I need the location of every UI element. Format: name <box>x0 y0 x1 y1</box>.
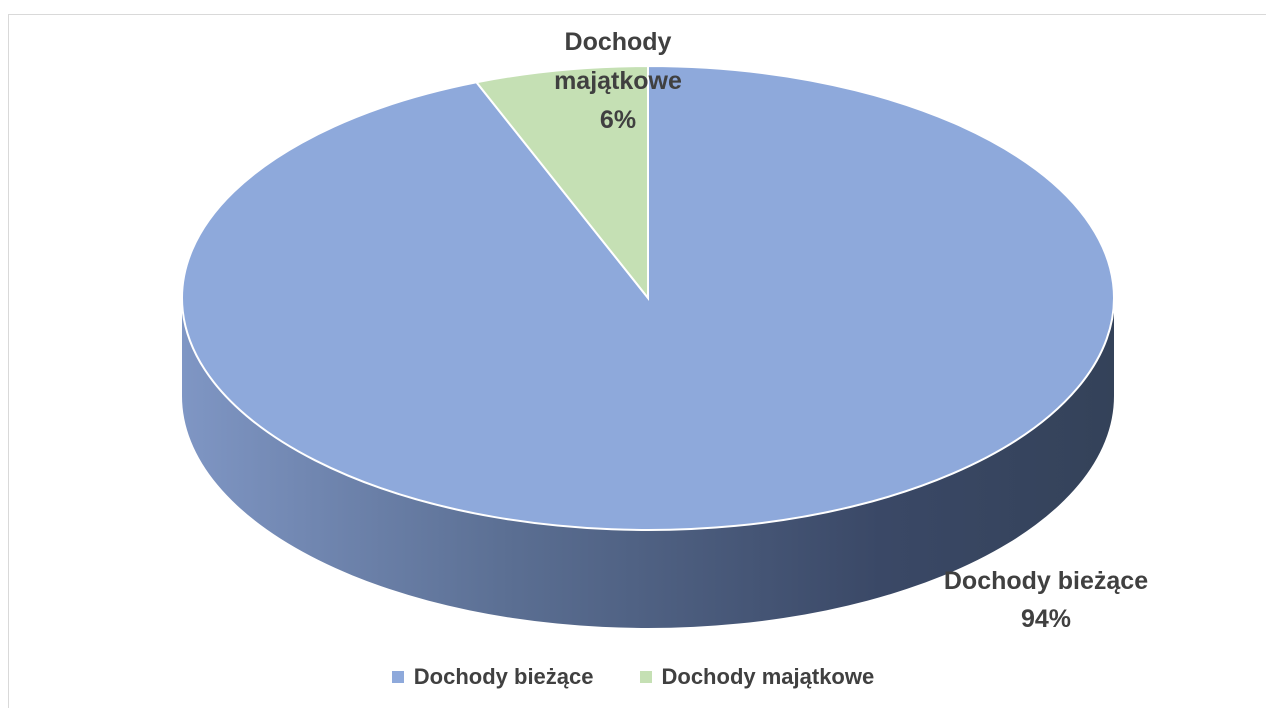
data-label-value-current: 94% <box>1021 605 1071 633</box>
data-label-value-asset: 6% <box>600 106 636 134</box>
legend-swatch-asset <box>640 671 652 683</box>
legend-item-current[interactable]: Dochody bieżące <box>392 664 594 690</box>
data-label-name-current: Dochody bieżące <box>944 567 1148 595</box>
legend-swatch-current <box>392 671 404 683</box>
data-label-name-asset-line1: Dochody <box>565 28 672 56</box>
legend: Dochody bieżące Dochody majątkowe <box>0 660 1266 694</box>
legend-item-asset[interactable]: Dochody majątkowe <box>640 664 875 690</box>
data-label-name-asset-line2: majątkowe <box>554 67 682 95</box>
data-label-group-1: Dochody bieżące 94% <box>944 567 1148 633</box>
legend-label-asset: Dochody majątkowe <box>662 664 875 690</box>
legend-label-current: Dochody bieżące <box>414 664 594 690</box>
